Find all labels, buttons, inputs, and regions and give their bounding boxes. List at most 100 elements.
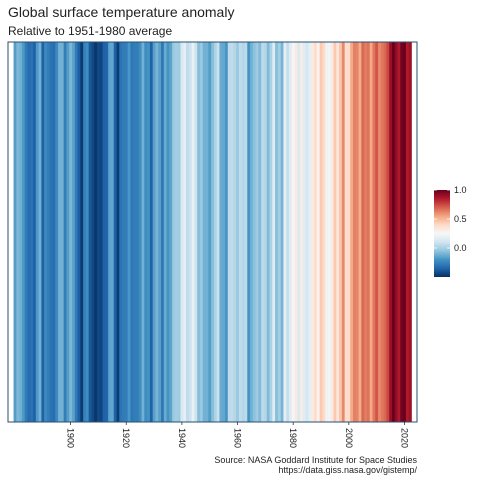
stripe-2001 — [350, 42, 354, 422]
stripe-1961 — [238, 42, 243, 422]
stripe-1894 — [52, 42, 56, 422]
stripe-1986 — [308, 42, 312, 422]
stripe-1888 — [35, 42, 39, 422]
stripe-2009 — [372, 42, 376, 422]
stripe-1999 — [344, 42, 348, 422]
stripe-2015 — [389, 42, 393, 422]
stripe-1924 — [135, 42, 140, 422]
stripe-2019 — [400, 42, 404, 422]
stripe-1964 — [247, 42, 251, 422]
stripe-1990 — [319, 42, 323, 422]
stripe-1881 — [16, 42, 20, 422]
chart-subtitle: Relative to 1951-1980 average — [8, 24, 172, 38]
stripe-1948 — [202, 42, 206, 422]
stripe-1988 — [314, 42, 318, 422]
stripe-1984 — [302, 42, 307, 422]
stripe-1900 — [69, 42, 73, 422]
x-tick-label: 2020 — [399, 428, 409, 448]
stripe-1928 — [147, 42, 151, 422]
stripe-1916 — [113, 42, 117, 422]
panel-border — [7, 41, 418, 423]
legend-colorbar — [434, 190, 450, 277]
stripe-1956 — [225, 42, 229, 422]
stripe-1972 — [269, 42, 273, 422]
stripe-1940 — [180, 42, 184, 422]
stripe-2017 — [394, 42, 398, 422]
stripe-1985 — [305, 42, 309, 422]
stripe-1959 — [233, 42, 237, 422]
legend-label: 0.5 — [454, 214, 467, 224]
stripe-1893 — [49, 42, 53, 422]
stripe-1913 — [105, 42, 109, 422]
stripe-2006 — [364, 42, 368, 422]
color-legend: 0.0 0.5 1.0 — [434, 185, 467, 277]
x-tick-label: 1900 — [66, 428, 76, 448]
stripe-1974 — [275, 42, 279, 422]
x-tick-label: 1940 — [177, 428, 187, 448]
stripe-1994 — [330, 42, 334, 422]
stripe-1922 — [130, 42, 134, 422]
legend-label: 1.0 — [454, 185, 467, 195]
stripe-1907 — [88, 42, 92, 422]
stripe-1906 — [85, 42, 90, 422]
stripe-1923 — [133, 42, 137, 422]
stripe-2000 — [347, 42, 351, 422]
stripe-1884 — [24, 42, 28, 422]
stripe-1965 — [250, 42, 254, 422]
stripe-1897 — [60, 42, 65, 422]
stripe-2004 — [358, 42, 362, 422]
stripe-1973 — [272, 42, 276, 422]
stripe-1929 — [149, 42, 154, 422]
stripe-1911 — [99, 42, 103, 422]
stripe-1920 — [124, 42, 129, 422]
stripe-1980 — [291, 42, 295, 422]
stripe-2011 — [378, 42, 382, 422]
stripe-1938 — [174, 42, 179, 422]
stripe-1941 — [183, 42, 187, 422]
stripes-group — [13, 42, 412, 422]
stripe-2010 — [375, 42, 379, 422]
stripe-1933 — [161, 42, 165, 422]
stripe-1979 — [289, 42, 293, 422]
stripe-1880 — [13, 42, 17, 422]
stripe-1987 — [311, 42, 315, 422]
stripe-1991 — [322, 42, 326, 422]
stripe-1969 — [261, 42, 265, 422]
stripe-2012 — [380, 42, 385, 422]
stripe-1927 — [144, 42, 148, 422]
x-tick-label: 1980 — [288, 428, 298, 448]
stripe-1917 — [116, 42, 120, 422]
stripe-1934 — [163, 42, 167, 422]
stripe-1919 — [122, 42, 126, 422]
stripe-1889 — [38, 42, 42, 422]
stripe-2022 — [408, 42, 412, 422]
stripe-1910 — [97, 42, 101, 422]
stripe-1962 — [241, 42, 245, 422]
stripe-2002 — [353, 42, 357, 422]
stripe-1895 — [55, 42, 59, 422]
stripe-1891 — [44, 42, 48, 422]
stripe-1886 — [30, 42, 34, 422]
stripe-1896 — [58, 42, 62, 422]
stripe-2021 — [405, 42, 410, 422]
stripe-1935 — [166, 42, 170, 422]
stripe-1943 — [188, 42, 193, 422]
stripe-1951 — [211, 42, 215, 422]
stripe-2020 — [403, 42, 407, 422]
stripe-2016 — [391, 42, 396, 422]
stripe-1887 — [33, 42, 37, 422]
stripe-1944 — [191, 42, 195, 422]
stripe-1976 — [280, 42, 284, 422]
stripe-1903 — [77, 42, 81, 422]
stripe-1998 — [341, 42, 346, 422]
stripe-1939 — [177, 42, 181, 422]
x-tick-label: 2000 — [344, 428, 354, 448]
stripe-1963 — [244, 42, 248, 422]
stripe-1918 — [119, 42, 123, 422]
stripe-2018 — [397, 42, 401, 422]
stripe-2007 — [366, 42, 371, 422]
stripe-1967 — [255, 42, 259, 422]
stripe-1902 — [74, 42, 78, 422]
stripe-1957 — [227, 42, 231, 422]
